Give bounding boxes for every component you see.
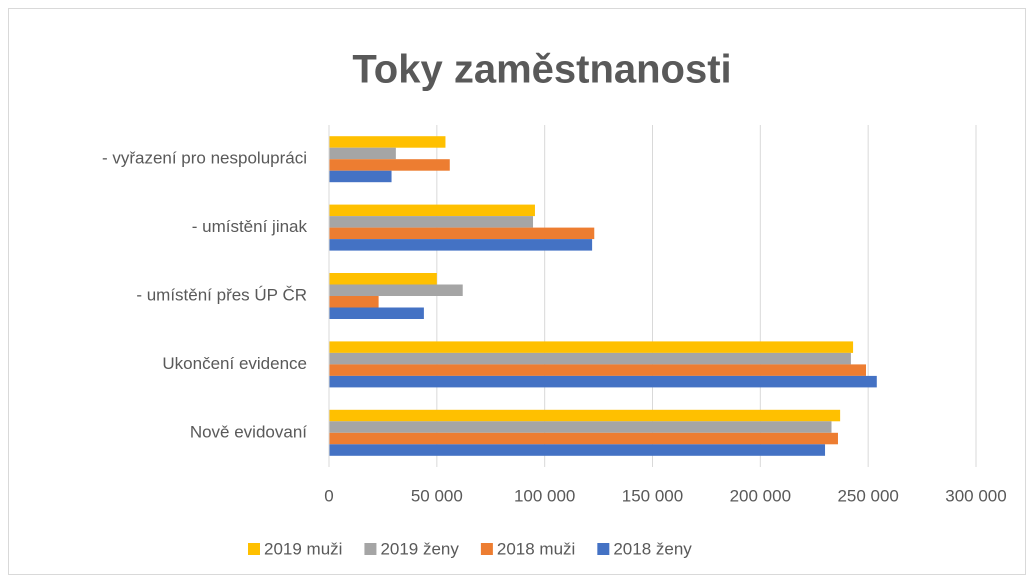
legend-label: 2019 muži	[264, 539, 342, 558]
x-tick-label: 200 000	[730, 486, 791, 505]
x-tick-label: 50 000	[411, 486, 463, 505]
bar	[329, 421, 832, 433]
bar	[329, 364, 867, 376]
bar	[329, 307, 424, 319]
bar	[329, 147, 396, 160]
bar	[329, 216, 534, 228]
bar	[329, 296, 379, 308]
x-tick-label: 150 000	[622, 486, 683, 505]
legend-label: 2018 ženy	[613, 539, 692, 558]
bar	[329, 273, 437, 285]
bar	[329, 409, 841, 422]
legend-swatch	[597, 543, 610, 555]
y-tick-label: - umístění přes ÚP ČR	[136, 285, 307, 304]
legend-label: 2019 ženy	[380, 539, 459, 558]
bar	[329, 159, 450, 171]
x-tick-label: 300 000	[945, 486, 1006, 505]
bar	[329, 170, 392, 183]
bar	[329, 239, 593, 251]
bar	[329, 284, 463, 296]
legend-swatch	[364, 543, 377, 555]
bar	[329, 136, 446, 148]
legend-label: 2018 muži	[497, 539, 575, 558]
bar	[329, 432, 838, 445]
legend-swatch	[248, 543, 260, 555]
bar	[329, 352, 851, 365]
y-tick-label: Nově evidovaní	[190, 422, 307, 441]
y-tick-label: Ukončení evidence	[162, 354, 307, 373]
y-tick-label: - umístění jinak	[192, 217, 308, 236]
chart-title: Toky zaměstnanosti	[352, 48, 731, 92]
x-tick-label: 100 000	[514, 486, 575, 505]
legend-swatch	[480, 543, 493, 555]
y-tick-label: - vyřazení pro nespolupráci	[102, 149, 307, 168]
bar	[329, 341, 854, 353]
bar	[329, 227, 595, 240]
bar	[329, 375, 877, 388]
bar	[329, 444, 826, 456]
chart-frame	[8, 8, 1026, 575]
x-tick-label: 0	[324, 486, 333, 505]
x-tick-label: 250 000	[837, 486, 898, 505]
bar	[329, 204, 535, 217]
